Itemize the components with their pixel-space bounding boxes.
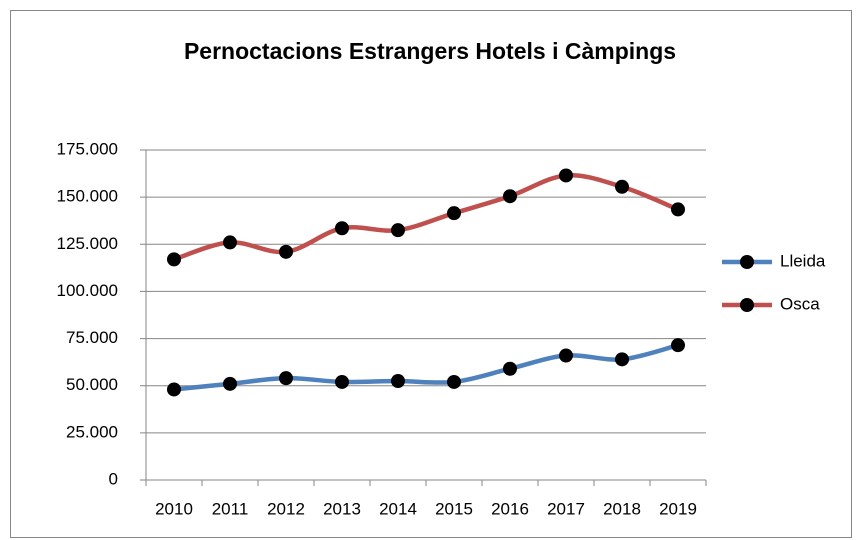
marker bbox=[167, 382, 181, 397]
legend-marker bbox=[740, 255, 754, 269]
x-tick-label: 2018 bbox=[603, 499, 641, 518]
marker bbox=[615, 352, 629, 367]
series-line bbox=[173, 342, 679, 392]
x-tick-label: 2010 bbox=[155, 499, 193, 518]
chart-title: Pernoctacions Estrangers Hotels i Càmpin… bbox=[184, 38, 676, 64]
y-tick-label: 75.000 bbox=[66, 328, 118, 347]
legend-label: Lleida bbox=[780, 251, 826, 270]
marker bbox=[279, 244, 293, 259]
marker bbox=[615, 179, 629, 194]
marker bbox=[167, 252, 181, 267]
marker bbox=[335, 374, 349, 389]
series-line bbox=[173, 173, 679, 262]
y-tick-label: 175.000 bbox=[57, 139, 118, 158]
marker bbox=[447, 374, 461, 389]
marker bbox=[391, 223, 405, 238]
marker bbox=[671, 338, 685, 353]
x-tick-label: 2017 bbox=[547, 499, 585, 518]
x-tick-label: 2014 bbox=[379, 499, 417, 518]
marker bbox=[447, 206, 461, 221]
x-tick-label: 2019 bbox=[659, 499, 697, 518]
x-tick-label: 2015 bbox=[435, 499, 473, 518]
y-tick-label: 150.000 bbox=[57, 187, 118, 206]
y-tick-label: 50.000 bbox=[66, 375, 118, 394]
y-tick-label: 125.000 bbox=[57, 234, 118, 253]
marker bbox=[223, 376, 237, 391]
marker bbox=[223, 235, 237, 250]
legend-label: Osca bbox=[780, 294, 820, 313]
x-tick-label: 2013 bbox=[323, 499, 361, 518]
y-tick-label: 100.000 bbox=[57, 281, 118, 300]
x-tick-label: 2011 bbox=[212, 499, 249, 518]
x-tick-label: 2012 bbox=[267, 499, 305, 518]
marker bbox=[671, 202, 685, 217]
legend-marker bbox=[740, 298, 754, 312]
x-tick-label: 2016 bbox=[491, 499, 529, 518]
marker bbox=[391, 374, 405, 388]
marker bbox=[503, 361, 517, 376]
chart-border bbox=[10, 10, 852, 538]
marker bbox=[559, 168, 573, 183]
marker bbox=[559, 348, 573, 363]
marker bbox=[503, 189, 517, 204]
marker bbox=[279, 371, 293, 386]
y-tick-label: 25.000 bbox=[66, 422, 118, 441]
y-tick-label: 0 bbox=[109, 469, 118, 488]
marker bbox=[335, 221, 349, 236]
